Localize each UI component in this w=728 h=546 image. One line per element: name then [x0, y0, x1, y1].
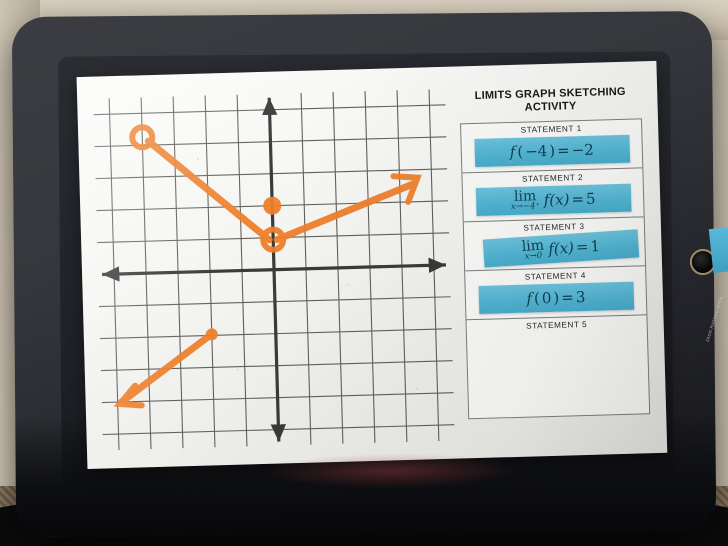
table-row: STATEMENT 1 f(−4) = −2 [461, 119, 643, 174]
statement-expression: f(0) = 3 [526, 288, 585, 308]
table-row: STATEMENT 4 f(0) = 3 [465, 266, 647, 321]
worksheet-title-line1: LIMITS GRAPH SKETCHING [474, 85, 626, 102]
blue-object-right-edge [708, 226, 728, 274]
expr-equals: = [561, 288, 575, 307]
statement-answer-chip[interactable]: lim x→0 f(x) = 1 [482, 229, 639, 268]
expr-close-paren: ) [549, 141, 556, 160]
paper-speck [509, 161, 512, 164]
paper-speck [276, 199, 279, 202]
worksheet-title-line2: ACTIVITY [524, 100, 577, 114]
tablet-case: ZAGG RUGGED BOOK [11, 10, 724, 538]
statement-answer-chip[interactable]: f(0) = 3 [478, 281, 634, 314]
case-engraving-text: ZAGG RUGGED BOOK [704, 295, 724, 343]
expr-fn: f [509, 142, 516, 162]
filled-dot-0-3 [263, 196, 282, 215]
case-reflection [265, 452, 516, 489]
graph-axes [102, 97, 446, 442]
expr-fn: f [526, 289, 533, 308]
statements-panel: LIMITS GRAPH SKETCHING ACTIVITY STATEMEN… [459, 85, 651, 440]
expr-arg: −4 [524, 141, 548, 161]
expr-equals: = [571, 189, 585, 209]
expr-fn: f(x) [547, 238, 575, 259]
expr-value: 3 [575, 287, 586, 307]
open-circle-0-1 [260, 226, 287, 253]
expr-value: 5 [585, 189, 596, 208]
expr-open-paren: ( [533, 289, 541, 308]
expr-equals: = [574, 237, 589, 257]
y-axis [262, 97, 287, 442]
expr-equals: = [556, 141, 570, 160]
limit-subscript: x→−4⁺ [510, 201, 541, 213]
table-row: STATEMENT 2 lim x→−4⁺ f(x) = 5 [462, 168, 644, 223]
graph-area [93, 89, 455, 451]
table-row: STATEMENT 3 lim x→0 f(x) = 1 [463, 217, 646, 272]
statement-answer-chip[interactable]: lim x→−4⁺ f(x) = 5 [475, 183, 632, 217]
statement-expression: f(−4) = −2 [510, 141, 595, 161]
expr-arg: 0 [541, 288, 552, 308]
expr-open-paren: ( [517, 142, 524, 161]
student-sketch [113, 124, 422, 409]
filled-dot-neg4-neg2 [205, 328, 218, 341]
arrow-down-left-icon [113, 382, 145, 409]
segment-left-lower [118, 331, 214, 406]
expr-close-paren: ) [553, 288, 560, 307]
statement-expression: lim x→0 f(x) = 1 [521, 235, 600, 262]
paper-speck [415, 387, 418, 390]
open-circle-neg4-5 [129, 124, 156, 151]
limits-graph-svg [93, 89, 455, 451]
statements-table: STATEMENT 1 f(−4) = −2 STATEMENT 2 [460, 118, 651, 420]
paper-speck [346, 283, 349, 286]
expr-value: 1 [589, 236, 601, 256]
arrow-up-right-icon [390, 173, 422, 205]
limit-operator: lim x→−4⁺ [510, 189, 541, 213]
worksheet-title: LIMITS GRAPH SKETCHING ACTIVITY [459, 85, 642, 116]
segment-upper-descending [144, 137, 273, 244]
statement-empty-slot[interactable] [467, 330, 648, 375]
segment-right-ascending [273, 180, 418, 244]
table-row: STATEMENT 5 [467, 315, 649, 380]
expr-fn: f(x) [543, 190, 570, 210]
limit-subscript: x→0 [524, 250, 543, 263]
paper-speck [196, 157, 199, 160]
statement-expression: lim x→−4⁺ f(x) = 5 [510, 188, 596, 213]
limit-operator: lim x→0 [521, 238, 545, 263]
expr-value: −2 [571, 140, 595, 160]
worksheet-paper: LIMITS GRAPH SKETCHING ACTIVITY STATEMEN… [76, 60, 668, 469]
paper-speck [236, 368, 239, 371]
statement-answer-chip[interactable]: f(−4) = −2 [473, 134, 630, 168]
